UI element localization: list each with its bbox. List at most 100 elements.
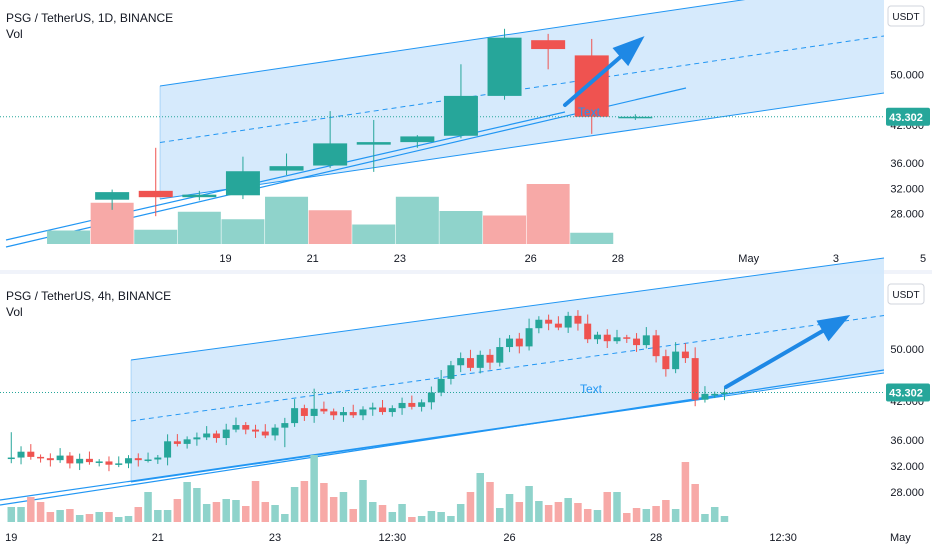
p1-price-axis-bg bbox=[884, 0, 932, 270]
p2-candle-body bbox=[85, 458, 93, 463]
p2-candle-body bbox=[623, 337, 631, 339]
p2-candle-body bbox=[339, 412, 347, 416]
p1-candle-body bbox=[269, 166, 304, 171]
p2-volume-bar bbox=[281, 514, 289, 522]
p2-candle-body bbox=[584, 323, 592, 340]
p2-candle-body bbox=[427, 392, 435, 403]
p1-x-tick-label: 21 bbox=[307, 253, 319, 265]
daily-chart-panel[interactable]: Text 50.00042.00036.00032.00028.00043.30… bbox=[0, 0, 932, 270]
p1-volume-bar bbox=[570, 232, 614, 244]
p2-volume-bar bbox=[300, 481, 309, 522]
p2-volume-bar bbox=[574, 503, 582, 522]
p2-candle-body bbox=[633, 338, 641, 346]
four-hour-chart-title: PSG / TetherUS, 4h, BINANCE bbox=[6, 289, 171, 303]
p2-candle-body bbox=[37, 456, 45, 459]
p2-candle-body bbox=[291, 408, 299, 424]
p2-volume-bar bbox=[134, 507, 143, 522]
p2-candle-body bbox=[388, 408, 396, 413]
p2-volume-bar bbox=[583, 509, 592, 522]
p2-y-tick-label: 32.000 bbox=[890, 461, 924, 473]
p2-candle-body bbox=[369, 407, 377, 410]
p1-channel-mid bbox=[159, 35, 885, 143]
p2-volume-bar bbox=[476, 473, 484, 522]
p2-volume-bar bbox=[36, 502, 45, 522]
p2-candle-body bbox=[173, 441, 181, 444]
p2-volume-bar bbox=[17, 507, 25, 522]
p2-volume-bar bbox=[486, 482, 494, 522]
four-hour-time-axis[interactable]: 19 21 23 12:30 26 28 12:30 May bbox=[5, 532, 911, 544]
p2-candle-body bbox=[691, 358, 699, 400]
p2-candle-body bbox=[222, 429, 230, 439]
p2-volume-bar bbox=[456, 504, 465, 522]
p1-arrow-head bbox=[612, 36, 645, 67]
p2-candle-body bbox=[672, 351, 680, 370]
p2-candle-body bbox=[203, 433, 211, 438]
p1-channel-fill bbox=[160, 0, 884, 199]
p2-volume-bar bbox=[632, 508, 641, 522]
daily-time-axis[interactable]: 19 21 23 26 28 May 3 5 bbox=[219, 253, 926, 265]
p2-volume-bar bbox=[232, 500, 240, 522]
p2-candle-body bbox=[232, 425, 240, 430]
p2-volume-bar bbox=[466, 492, 475, 522]
p2-candle-body bbox=[525, 328, 533, 347]
p2-candle-body bbox=[506, 338, 514, 348]
p2-volume-bar bbox=[222, 499, 230, 522]
p2-volume-bar bbox=[320, 483, 328, 522]
p1-volume-bar bbox=[177, 211, 221, 244]
p1-y-tick-label: 36.000 bbox=[890, 158, 924, 170]
p2-channel-mid bbox=[130, 315, 885, 422]
four-hour-chart-panel[interactable]: Text 50.00042.00036.00032.00028.00043.30… bbox=[0, 257, 932, 550]
p2-arrow-head bbox=[816, 314, 851, 342]
daily-chart-title: PSG / TetherUS, 1D, BINANCE bbox=[6, 11, 173, 25]
p2-candle-body bbox=[603, 334, 611, 342]
four-hour-volume-bars bbox=[7, 455, 729, 522]
p2-volume-bar bbox=[369, 502, 377, 522]
p1-candle-body bbox=[182, 194, 217, 198]
p2-annotation-text: Text bbox=[580, 382, 603, 396]
p2-x-tick-label: 19 bbox=[5, 532, 17, 544]
p2-y-tick-label: 50.000 bbox=[890, 344, 924, 356]
p2-volume-bar bbox=[124, 516, 133, 522]
p1-y-tick-label: 28.000 bbox=[890, 209, 924, 221]
panel-separator[interactable] bbox=[0, 270, 932, 274]
p1-volume-bar bbox=[308, 210, 352, 244]
p1-volume-bar bbox=[352, 224, 396, 244]
p2-current-price-label: 43.302 bbox=[889, 388, 923, 400]
p2-volume-bar bbox=[163, 510, 172, 522]
p1-candle-body bbox=[95, 192, 130, 200]
p2-candle-body bbox=[330, 411, 338, 416]
p2-candle-body bbox=[271, 427, 279, 436]
p2-candle-body bbox=[554, 323, 562, 328]
p1-x-tick-label: 23 bbox=[394, 253, 406, 265]
p2-volume-bar bbox=[671, 509, 680, 522]
p2-volume-bar bbox=[144, 492, 152, 522]
p1-candle-body bbox=[225, 171, 260, 196]
p1-current-price-badge[interactable] bbox=[886, 107, 930, 126]
p2-candle-body bbox=[486, 354, 494, 363]
p2-volume-bar bbox=[310, 455, 318, 522]
p2-volume-bar bbox=[535, 501, 543, 522]
p2-volume-bar bbox=[623, 513, 631, 522]
p2-volume-bar bbox=[681, 462, 690, 522]
p2-candle-body bbox=[193, 437, 201, 440]
p2-candle-body bbox=[115, 463, 123, 465]
p2-candle-body bbox=[701, 393, 709, 400]
p2-candle-body bbox=[144, 459, 152, 461]
p2-candle-body bbox=[398, 402, 406, 409]
daily-unit-badge[interactable]: USDT bbox=[887, 5, 925, 27]
p2-volume-bar bbox=[349, 509, 357, 522]
p2-candle-body bbox=[46, 458, 54, 461]
p1-volume-bar bbox=[395, 196, 439, 244]
p2-candle-body bbox=[652, 335, 660, 357]
p2-volume-bar bbox=[437, 512, 445, 522]
p2-volume-bar bbox=[593, 510, 602, 522]
four-hour-unit-badge[interactable]: USDT bbox=[887, 283, 925, 305]
four-hour-candles bbox=[7, 310, 728, 472]
p2-y-tick-label: 28.000 bbox=[890, 487, 924, 499]
p1-volume-bar bbox=[221, 219, 265, 244]
p1-candle-body bbox=[487, 37, 522, 96]
p2-current-price-badge[interactable] bbox=[886, 383, 930, 402]
